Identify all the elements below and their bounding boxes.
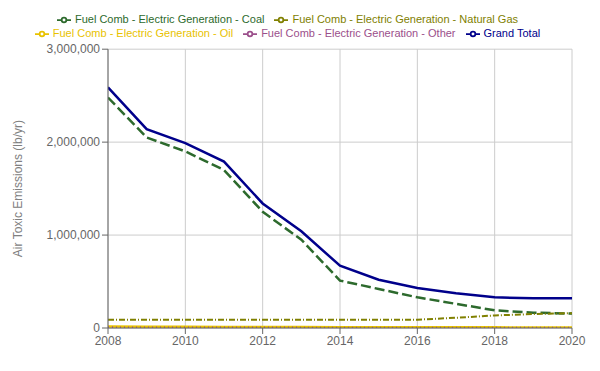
svg-text:2012: 2012 bbox=[249, 334, 276, 348]
svg-text:2014: 2014 bbox=[327, 334, 354, 348]
svg-text:2010: 2010 bbox=[172, 334, 199, 348]
svg-text:3,000,000: 3,000,000 bbox=[47, 42, 101, 56]
html-text:Fuel Comb - Electric Generatio: Fuel Comb - Electric Generation - Oil bbox=[52, 27, 234, 40]
html-text:Grand Total: Grand Total bbox=[483, 27, 541, 40]
svg-text:Air Toxic Emissions (lb/yr): Air Toxic Emissions (lb/yr) bbox=[11, 120, 25, 257]
svg-text:2,000,000: 2,000,000 bbox=[47, 135, 101, 149]
html-text:Fuel Comb - Electric Generatio: Fuel Comb - Electric Generation - Other bbox=[261, 27, 456, 40]
svg-text:2020: 2020 bbox=[559, 334, 586, 348]
svg-text:0: 0 bbox=[93, 321, 100, 335]
svg-text:2018: 2018 bbox=[481, 334, 508, 348]
svg-text:1,000,000: 1,000,000 bbox=[47, 228, 101, 242]
svg-text:2016: 2016 bbox=[404, 334, 431, 348]
html-text:Fuel Comb - Electric Generatio: Fuel Comb - Electric Generation - Coal bbox=[74, 13, 265, 25]
html-text:Fuel Comb - Electric Generatio: Fuel Comb - Electric Generation - Natura… bbox=[292, 13, 518, 25]
svg-text:2008: 2008 bbox=[95, 334, 122, 348]
